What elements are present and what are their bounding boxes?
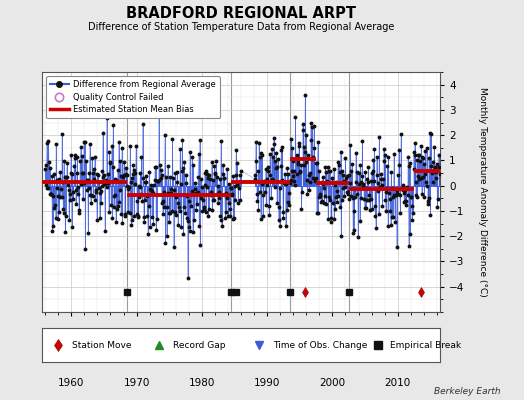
- Text: Record Gap: Record Gap: [173, 340, 226, 350]
- Legend: Difference from Regional Average, Quality Control Failed, Estimated Station Mean: Difference from Regional Average, Qualit…: [46, 76, 220, 118]
- Text: 1990: 1990: [254, 378, 280, 388]
- Text: BRADFORD REGIONAL ARPT: BRADFORD REGIONAL ARPT: [126, 6, 356, 21]
- Y-axis label: Monthly Temperature Anomaly Difference (°C): Monthly Temperature Anomaly Difference (…: [478, 87, 487, 297]
- Text: Empirical Break: Empirical Break: [390, 340, 462, 350]
- Text: 2000: 2000: [319, 378, 345, 388]
- Text: Difference of Station Temperature Data from Regional Average: Difference of Station Temperature Data f…: [88, 22, 394, 32]
- Text: 1980: 1980: [189, 378, 215, 388]
- Text: 2010: 2010: [385, 378, 411, 388]
- Text: 1960: 1960: [58, 378, 84, 388]
- Text: Berkeley Earth: Berkeley Earth: [434, 387, 500, 396]
- Text: Station Move: Station Move: [72, 340, 132, 350]
- Text: 1970: 1970: [123, 378, 150, 388]
- Text: Time of Obs. Change: Time of Obs. Change: [273, 340, 367, 350]
